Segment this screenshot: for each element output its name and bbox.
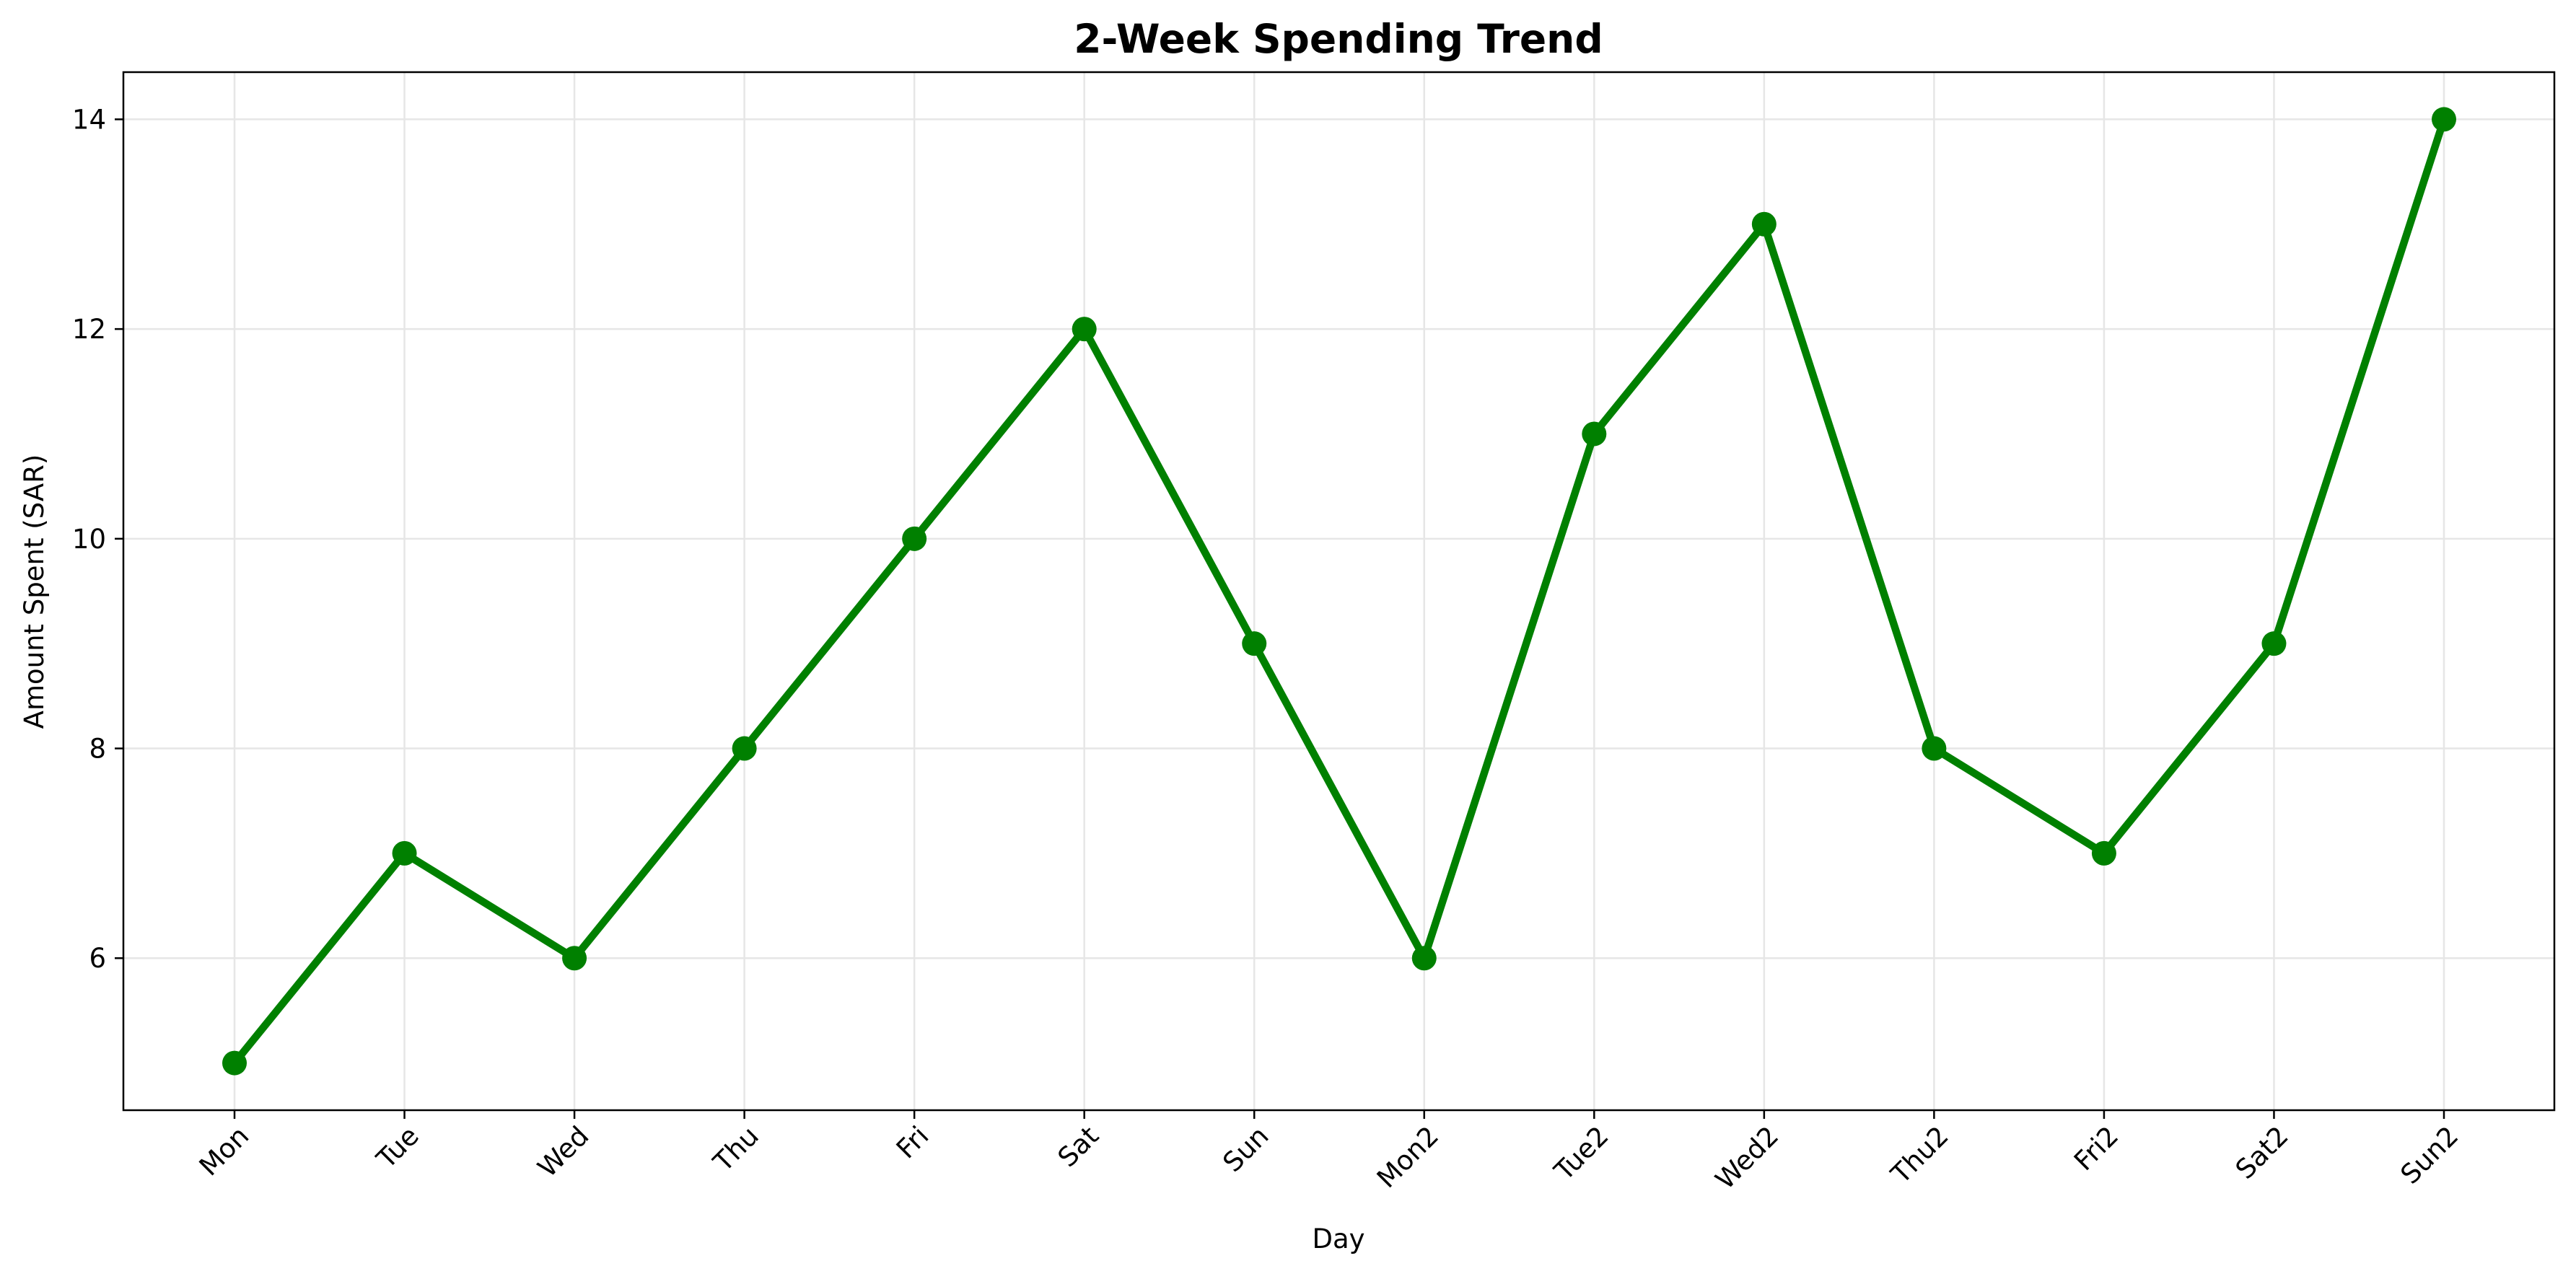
data-point (1751, 211, 1777, 237)
series (222, 107, 2456, 1076)
y-tick-label: 10 (72, 524, 106, 555)
data-point (902, 526, 927, 551)
series-line (230, 115, 2448, 1067)
y-axis-label: Amount Spent (SAR) (19, 454, 50, 729)
y-tick-label: 8 (89, 734, 106, 765)
chart-title: 2-Week Spending Trend (1074, 16, 1603, 62)
plot-frame (122, 71, 2556, 1112)
x-axis-label: Day (1312, 1223, 1364, 1254)
data-point (1582, 421, 1607, 447)
y-tick-label: 14 (72, 104, 106, 135)
data-point (2091, 840, 2116, 866)
data-point (392, 840, 417, 866)
data-point (1411, 946, 1437, 971)
data-point (732, 736, 757, 761)
grid (123, 72, 2554, 1110)
data-point (1072, 317, 1097, 342)
data-point (2261, 631, 2287, 656)
y-tick-label: 12 (72, 314, 106, 345)
data-point (222, 1050, 247, 1076)
data-point (562, 946, 587, 971)
y-tick-label: 6 (89, 943, 106, 974)
data-point (1242, 631, 1267, 656)
data-point (1922, 736, 1947, 761)
data-point (2432, 107, 2456, 132)
